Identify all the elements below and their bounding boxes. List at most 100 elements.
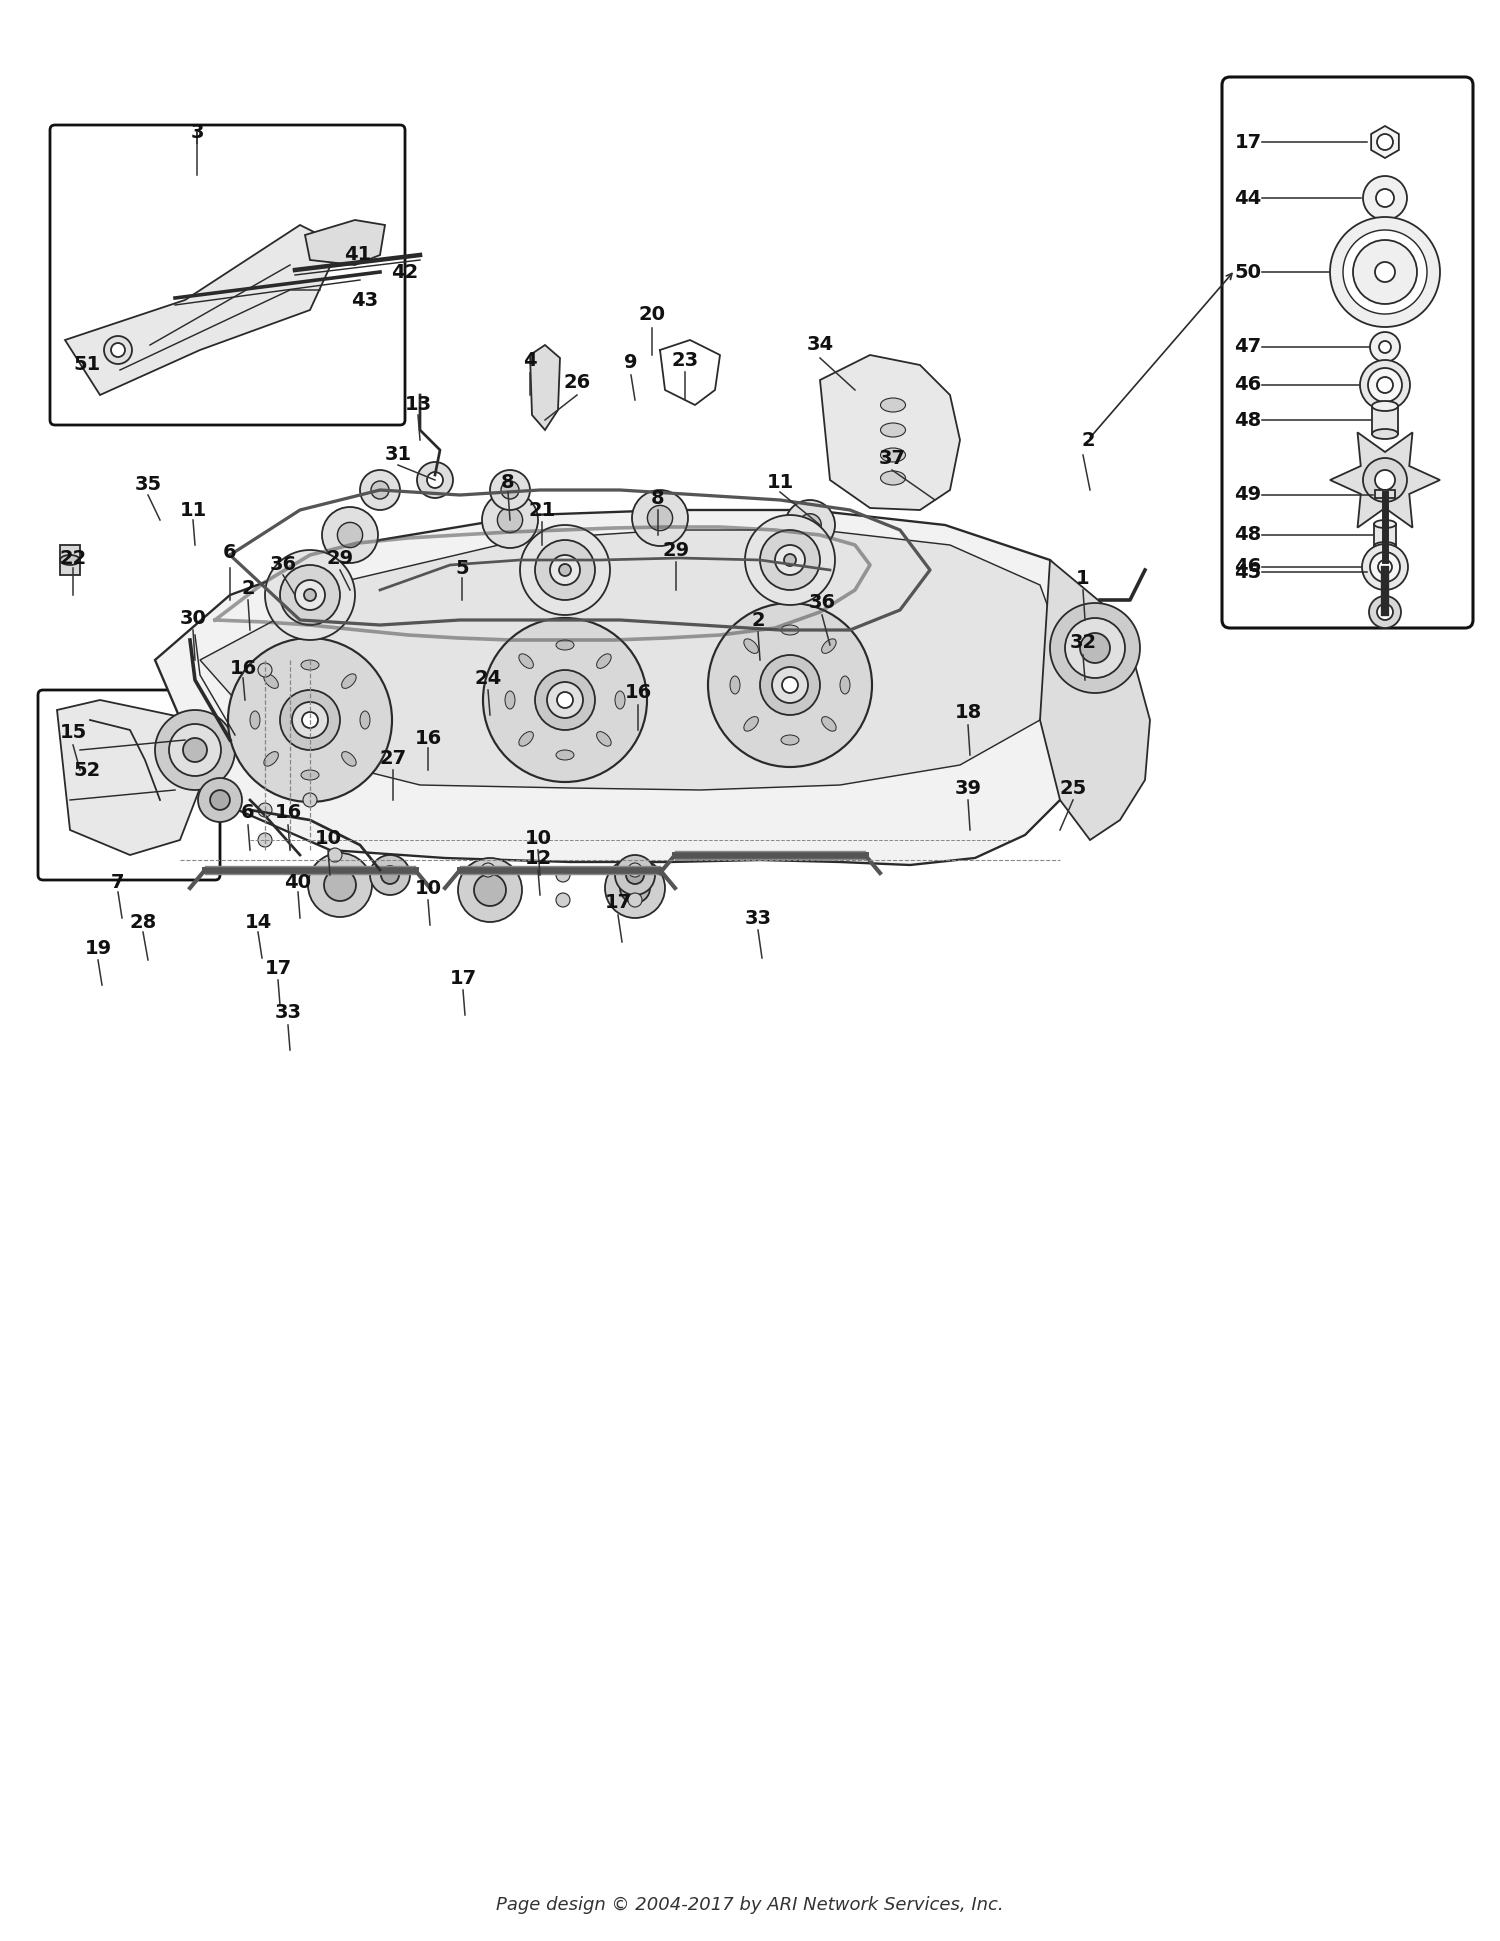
Ellipse shape <box>782 625 800 635</box>
Text: 45: 45 <box>1234 563 1262 582</box>
Circle shape <box>782 677 798 693</box>
Circle shape <box>258 664 272 677</box>
Circle shape <box>1377 134 1394 149</box>
Circle shape <box>604 858 664 918</box>
Text: 2: 2 <box>1082 431 1095 450</box>
Circle shape <box>1370 551 1400 582</box>
Circle shape <box>170 724 220 776</box>
Circle shape <box>381 866 399 883</box>
Circle shape <box>1376 188 1394 208</box>
Circle shape <box>1065 617 1125 677</box>
Bar <box>1374 524 1396 545</box>
Text: 42: 42 <box>392 262 418 281</box>
Text: 17: 17 <box>264 959 291 978</box>
Text: 16: 16 <box>414 728 441 747</box>
Polygon shape <box>821 355 960 510</box>
Ellipse shape <box>1372 402 1398 411</box>
Circle shape <box>626 866 644 883</box>
Ellipse shape <box>251 710 260 730</box>
Circle shape <box>370 481 388 499</box>
Circle shape <box>304 588 316 602</box>
Circle shape <box>1342 229 1426 314</box>
Circle shape <box>258 804 272 817</box>
Circle shape <box>1330 217 1440 326</box>
Text: 25: 25 <box>1059 778 1086 798</box>
Bar <box>1372 406 1398 435</box>
Circle shape <box>550 555 580 584</box>
Circle shape <box>501 481 519 499</box>
Circle shape <box>1362 543 1408 590</box>
Circle shape <box>280 689 340 749</box>
Circle shape <box>210 790 230 809</box>
Bar <box>60 545 80 575</box>
Ellipse shape <box>840 675 850 695</box>
Ellipse shape <box>1372 429 1398 439</box>
Polygon shape <box>304 219 386 266</box>
Polygon shape <box>1371 126 1400 157</box>
Text: 6: 6 <box>224 543 237 563</box>
Text: 4: 4 <box>524 351 537 369</box>
Text: 41: 41 <box>345 245 372 264</box>
Ellipse shape <box>519 654 534 668</box>
Circle shape <box>474 873 506 906</box>
Text: 34: 34 <box>807 336 834 355</box>
Text: 27: 27 <box>380 749 406 767</box>
Text: 17: 17 <box>450 969 477 988</box>
Circle shape <box>628 893 642 906</box>
Ellipse shape <box>597 732 610 745</box>
Text: 12: 12 <box>525 848 552 868</box>
Circle shape <box>632 489 688 545</box>
Circle shape <box>1370 332 1400 363</box>
Circle shape <box>560 565 572 576</box>
Ellipse shape <box>615 691 626 708</box>
Circle shape <box>280 565 340 625</box>
Text: 10: 10 <box>525 829 552 848</box>
Text: 3: 3 <box>190 122 204 142</box>
Circle shape <box>104 336 132 365</box>
Circle shape <box>154 710 236 790</box>
Circle shape <box>370 854 410 895</box>
Circle shape <box>498 507 522 532</box>
Circle shape <box>536 670 596 730</box>
Ellipse shape <box>264 751 279 767</box>
Text: 9: 9 <box>624 353 638 373</box>
Ellipse shape <box>556 749 574 761</box>
Text: 46: 46 <box>1234 375 1262 394</box>
Text: 51: 51 <box>74 355 100 375</box>
Circle shape <box>258 833 272 846</box>
Text: 17: 17 <box>604 893 631 912</box>
Text: 17: 17 <box>1234 132 1262 151</box>
Circle shape <box>183 738 207 763</box>
Ellipse shape <box>744 639 759 654</box>
Circle shape <box>490 470 530 510</box>
Text: 10: 10 <box>315 829 342 848</box>
Text: 22: 22 <box>60 549 87 567</box>
Circle shape <box>556 868 570 881</box>
Circle shape <box>308 852 372 916</box>
Text: 31: 31 <box>384 446 411 464</box>
Ellipse shape <box>342 751 355 767</box>
Text: 16: 16 <box>274 804 302 823</box>
Circle shape <box>1050 604 1140 693</box>
Circle shape <box>548 681 584 718</box>
Polygon shape <box>57 701 206 854</box>
Text: 28: 28 <box>129 912 156 932</box>
Circle shape <box>302 712 318 728</box>
Ellipse shape <box>1374 520 1396 528</box>
Text: 15: 15 <box>60 722 87 741</box>
Text: 48: 48 <box>1234 526 1262 545</box>
Circle shape <box>296 580 326 609</box>
Ellipse shape <box>60 555 80 565</box>
Circle shape <box>760 654 820 714</box>
Text: 29: 29 <box>663 540 690 559</box>
Ellipse shape <box>342 674 355 689</box>
Circle shape <box>1368 369 1402 402</box>
Circle shape <box>1370 596 1401 629</box>
Text: 26: 26 <box>564 373 591 392</box>
Ellipse shape <box>506 691 515 708</box>
Circle shape <box>556 693 573 708</box>
Polygon shape <box>1330 433 1440 528</box>
Circle shape <box>483 617 646 782</box>
Circle shape <box>772 668 808 703</box>
Circle shape <box>322 507 378 563</box>
